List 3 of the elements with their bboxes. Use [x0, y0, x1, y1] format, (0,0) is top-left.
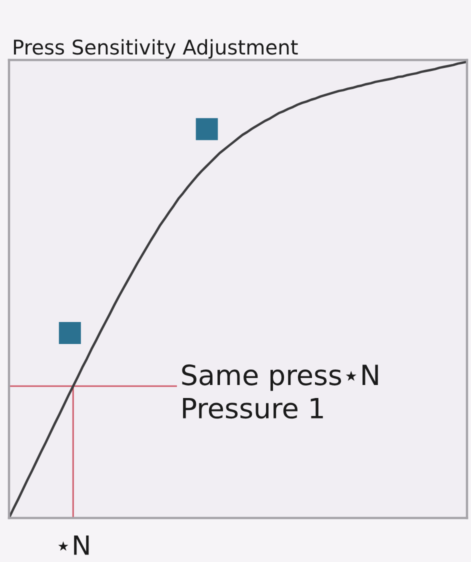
chart-title: Press Sensitivity Adjustment [14, 39, 298, 59]
annotation: Same press⋆N Pressure 1 [182, 364, 378, 419]
text: ⋆N [58, 535, 89, 555]
